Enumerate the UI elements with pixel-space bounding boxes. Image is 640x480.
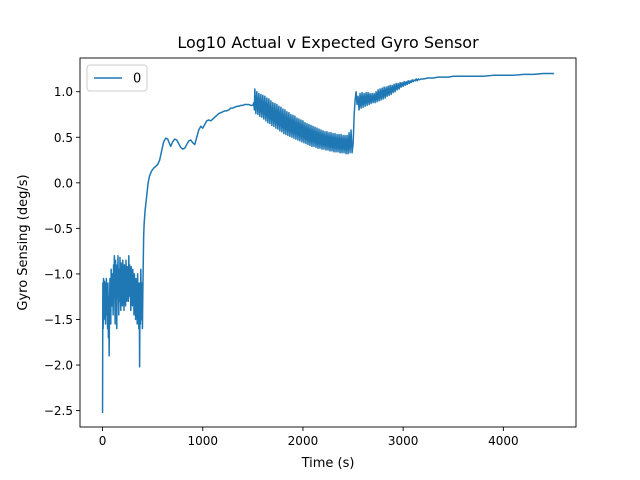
y-tick-label: 1.0 bbox=[54, 85, 73, 99]
y-axis-label: Gyro Sensing (deg/s) bbox=[16, 174, 31, 310]
legend-label-0: 0 bbox=[133, 72, 141, 87]
x-tick-label: 2000 bbox=[288, 434, 319, 448]
plot-area bbox=[101, 72, 555, 414]
x-tick-label: 3000 bbox=[388, 434, 419, 448]
chart-title: Log10 Actual v Expected Gyro Sensor bbox=[177, 33, 479, 52]
y-tick-label: −1.0 bbox=[44, 267, 73, 281]
x-tick-label: 0 bbox=[99, 434, 107, 448]
y-tick-label: −0.5 bbox=[44, 222, 73, 236]
axes-frame bbox=[79, 57, 577, 428]
legend: 0 bbox=[86, 64, 148, 92]
y-tick-label: −1.5 bbox=[44, 313, 73, 327]
x-axis-label: Time (s) bbox=[301, 456, 355, 471]
y-tick-label: −2.5 bbox=[44, 404, 73, 418]
y-tick-label: −2.0 bbox=[44, 359, 73, 373]
series-line-0 bbox=[101, 72, 555, 414]
x-tick-label: 4000 bbox=[488, 434, 519, 448]
x-axis-ticks: 0 1000 2000 3000 4000 bbox=[99, 427, 519, 448]
y-tick-label: 0.0 bbox=[54, 176, 73, 190]
y-tick-label: 0.5 bbox=[54, 131, 73, 145]
x-tick-label: 1000 bbox=[187, 434, 218, 448]
y-axis-ticks: −2.5 −2.0 −1.5 −1.0 −0.5 0.0 0.5 1.0 bbox=[44, 85, 80, 418]
